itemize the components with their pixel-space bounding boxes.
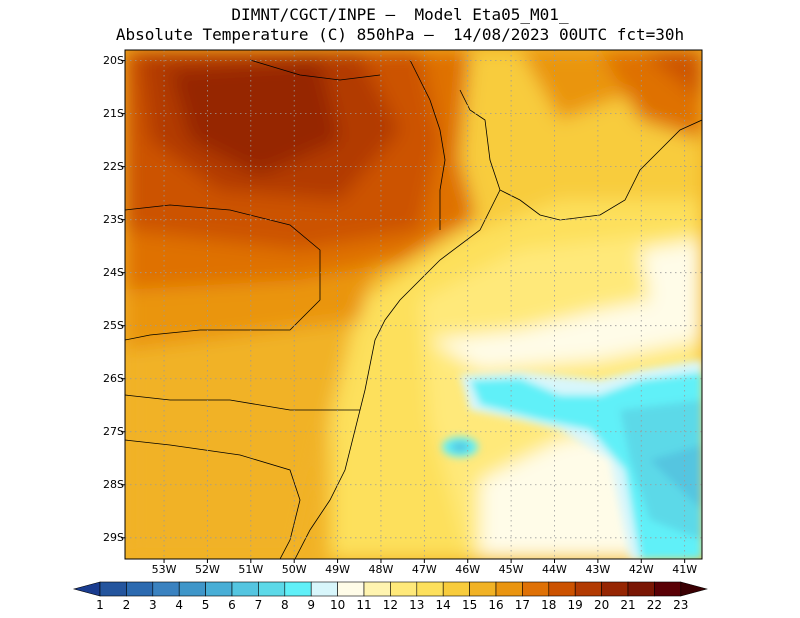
colorbar [72,581,708,597]
colorbar-swatch [495,581,523,597]
lon-label: 52W [194,563,220,576]
colorbar-swatch [654,581,682,597]
colorbar-swatch [284,581,312,597]
lat-label: 24S [103,265,124,279]
colorbar-label: 18 [541,598,557,612]
colorbar-label: 16 [488,598,504,612]
colorbar-label: 23 [673,598,689,612]
colorbar-label: 5 [201,598,210,612]
colorbar-swatch [574,581,602,597]
lon-label: 48W [368,563,394,576]
colorbar-swatch [548,581,576,597]
lon-label: 46W [455,563,481,576]
colorbar-label: 12 [382,598,399,612]
lat-label: 20S [103,53,124,67]
lat-label: 23S [103,212,124,226]
lat-label: 25S [103,318,124,332]
colorbar-swatch [627,581,655,597]
colorbar-label: 3 [148,598,157,612]
map-title-line-1: DIMNT/CGCT/INPE – Model Eta05_M01_ [231,5,569,24]
lon-label: 49W [325,563,351,576]
lon-label: 51W [238,563,264,576]
colorbar-label: 6 [228,598,236,612]
colorbar-swatch [390,581,418,597]
colorbar-swatch [442,581,470,597]
colorbar-label: 17 [514,598,531,612]
lon-label: 53W [151,563,177,576]
colorbar-arrow-low [72,581,101,597]
axis-ticks [121,60,686,563]
colorbar-swatch [337,581,365,597]
lat-label: 21S [103,106,124,120]
map-frame [124,49,703,560]
colorbar-label: 22 [646,598,663,612]
lat-label: 27S [103,424,124,438]
colorbar-swatch [258,581,286,597]
colorbar-label: 14 [435,598,451,612]
colorbar-label: 8 [280,598,289,612]
colorbar-label: 9 [307,598,315,612]
colorbar-label: 10 [329,598,346,612]
colorbar-label: 2 [122,598,131,612]
colorbar-label: 15 [461,598,478,612]
colorbar-swatch [99,581,127,597]
colorbar-label: 21 [620,598,636,612]
colorbar-swatch [178,581,206,597]
colorbar-swatch [363,581,391,597]
colorbar-swatch [231,581,259,597]
colorbar-label: 7 [254,598,263,612]
colorbar-label: 4 [175,598,183,612]
lon-label: 42W [628,563,654,576]
temperature-field [125,50,702,559]
lon-label: 44W [542,563,567,576]
colorbar-swatch [416,581,444,597]
colorbar-swatch [152,581,180,597]
lat-lon-grid [125,50,702,559]
colorbar-swatch [601,581,629,597]
lat-label: 22S [103,159,124,173]
colorbar-swatch [126,581,154,597]
lat-label: 29S [103,530,124,544]
colorbar-swatch [205,581,233,597]
lat-label: 28S [103,477,124,491]
lon-label: 41W [672,563,698,576]
lon-label: 47W [411,563,437,576]
colorbar-label: 19 [567,598,583,612]
colorbar-label: 1 [96,598,104,612]
colorbar-arrow-high [680,581,708,597]
colorbar-swatch [469,581,497,597]
colorbar-swatch [310,581,338,597]
lat-label: 26S [103,371,124,385]
map-title-line-2: Absolute Temperature (C) 850hPa – 14/08/… [115,25,685,44]
colorbar-label: 13 [409,598,425,612]
lon-label: 43W [585,563,611,576]
coastline-borders [125,59,702,559]
colorbar-label: 20 [593,598,610,612]
lon-label: 45W [498,563,524,576]
colorbar-swatch [522,581,550,597]
colorbar-label: 11 [356,598,372,612]
lon-label: 50W [281,563,307,576]
